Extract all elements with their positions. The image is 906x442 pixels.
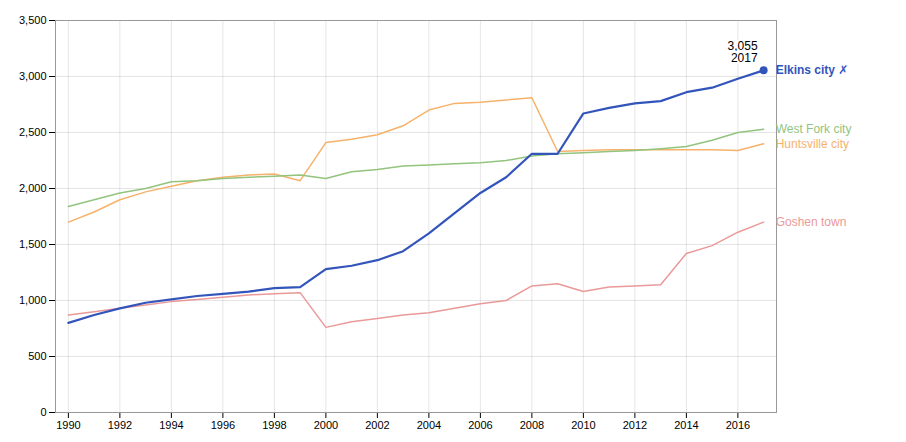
svg-text:500: 500 bbox=[28, 350, 46, 362]
svg-text:1990: 1990 bbox=[56, 419, 80, 431]
svg-text:1,500: 1,500 bbox=[19, 238, 47, 250]
svg-text:3,000: 3,000 bbox=[19, 70, 47, 82]
svg-text:2008: 2008 bbox=[520, 419, 544, 431]
svg-text:3,0552017: 3,0552017 bbox=[728, 39, 758, 65]
svg-text:1996: 1996 bbox=[211, 419, 235, 431]
svg-text:2014: 2014 bbox=[674, 419, 698, 431]
svg-text:2,500: 2,500 bbox=[19, 126, 47, 138]
svg-text:West Fork city: West Fork city bbox=[776, 122, 852, 136]
svg-text:Elkins city ✗: Elkins city ✗ bbox=[776, 63, 849, 77]
svg-text:1992: 1992 bbox=[108, 419, 132, 431]
svg-text:1998: 1998 bbox=[262, 419, 286, 431]
svg-text:2000: 2000 bbox=[314, 419, 338, 431]
svg-text:2,000: 2,000 bbox=[19, 182, 47, 194]
svg-text:0: 0 bbox=[40, 406, 46, 418]
svg-text:2006: 2006 bbox=[468, 419, 492, 431]
svg-text:1994: 1994 bbox=[159, 419, 183, 431]
svg-text:2010: 2010 bbox=[571, 419, 595, 431]
svg-text:3,500: 3,500 bbox=[19, 14, 47, 26]
svg-text:1,000: 1,000 bbox=[19, 294, 47, 306]
svg-text:Huntsville city: Huntsville city bbox=[776, 137, 849, 151]
svg-text:2016: 2016 bbox=[726, 419, 750, 431]
svg-text:Goshen town: Goshen town bbox=[776, 215, 847, 229]
svg-text:2002: 2002 bbox=[365, 419, 389, 431]
svg-text:2012: 2012 bbox=[623, 419, 647, 431]
svg-text:2004: 2004 bbox=[417, 419, 441, 431]
